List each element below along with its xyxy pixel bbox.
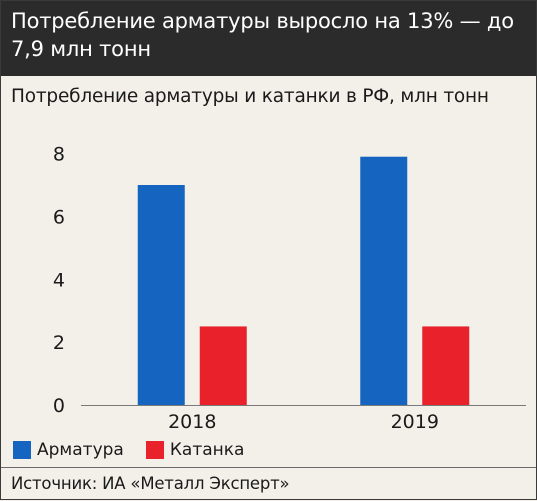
legend-item-armatura: Арматура bbox=[13, 440, 124, 460]
y-tick-label: 8 bbox=[53, 144, 65, 166]
legend-swatch-armatura bbox=[13, 441, 31, 459]
x-tick-label: 2019 bbox=[391, 411, 439, 433]
y-tick-label: 4 bbox=[53, 269, 65, 291]
page-title: Потребление арматуры выросло на 13% — до… bbox=[11, 9, 514, 61]
legend-label-armatura: Арматура bbox=[37, 440, 124, 460]
legend: Арматура Катанка bbox=[13, 439, 266, 461]
chart-subtitle: Потребление арматуры и катанки в РФ, млн… bbox=[11, 86, 489, 107]
bar-armatura-2019 bbox=[360, 156, 408, 405]
bar-katanka-2018 bbox=[199, 326, 247, 405]
x-tick-label: 2018 bbox=[168, 411, 216, 433]
legend-label-katanka: Катанка bbox=[169, 440, 245, 460]
source-note: Источник: ИА «Металл Эксперт» bbox=[11, 474, 290, 493]
legend-swatch-katanka bbox=[145, 441, 164, 459]
y-tick-label: 2 bbox=[53, 332, 65, 354]
divider bbox=[1, 467, 536, 468]
legend-item-katanka: Катанка bbox=[145, 440, 245, 460]
bar-armatura-2018 bbox=[137, 185, 185, 405]
bar-katanka-2019 bbox=[422, 326, 470, 405]
header-bar: Потребление арматуры выросло на 13% — до… bbox=[1, 1, 536, 76]
y-tick-label: 6 bbox=[53, 206, 65, 228]
y-tick-label: 0 bbox=[53, 395, 65, 417]
